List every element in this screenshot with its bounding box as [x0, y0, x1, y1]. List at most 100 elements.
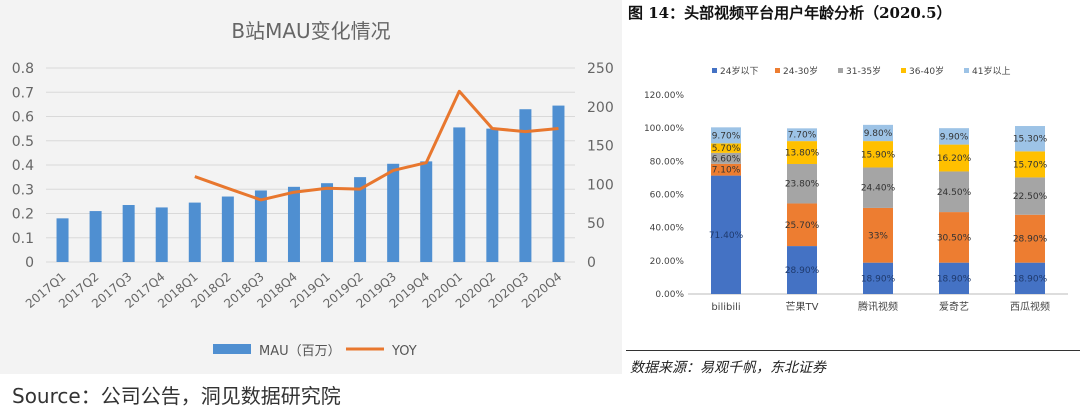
stacked-bar-segment [939, 212, 969, 263]
data-label: 5.70% [712, 144, 741, 154]
x-tick-label: 腾讯视频 [858, 300, 898, 313]
data-label: 18.90% [861, 274, 896, 284]
legend-swatch [964, 68, 969, 73]
data-label: 24.40% [861, 184, 896, 194]
stacked-bar-segment [711, 175, 741, 294]
y-right-tick-label: 50 [587, 216, 605, 232]
data-label: 7.70% [788, 131, 817, 141]
chart-title: B站MAU变化情况 [231, 19, 390, 43]
stacked-bar-segment [863, 124, 893, 142]
data-label: 15.90% [861, 150, 896, 160]
divider [626, 350, 1080, 351]
stacked-bar-segment [787, 141, 817, 164]
stacked-bar-segment [787, 246, 817, 294]
right-source-text: 数据来源：易观千帆，东北证券 [630, 360, 826, 376]
data-label: 9.80% [864, 129, 893, 139]
stacked-bar-segment [939, 262, 969, 294]
y-left-tick-label: 0.2 [12, 207, 34, 223]
mau-bar [89, 211, 102, 262]
y-left-tick-label: 0.4 [12, 158, 34, 174]
y-left-tick-label: 0.6 [12, 110, 34, 126]
legend-swatch-mau [213, 344, 251, 354]
legend-label: 41岁以上 [972, 65, 1010, 77]
stacked-bar-segment [711, 127, 741, 144]
y-tick-label: 100.00% [644, 124, 684, 134]
data-label: 9.70% [712, 131, 741, 141]
data-label: 23.80% [785, 180, 820, 190]
legend-label-yoy: YOY [391, 344, 417, 359]
mau-bar [188, 202, 201, 262]
y-tick-label: 80.00% [650, 157, 685, 167]
left-chart-panel: B站MAU变化情况 0 0.1 0.2 0.3 0.4 0.5 0.6 0.7 0.8 0 50 100… [0, 0, 622, 374]
yoy-line [194, 89, 559, 202]
stacked-bar-segment [711, 152, 741, 164]
y-left-tick-label: 0.7 [12, 85, 34, 101]
stacked-bar-segment [939, 144, 969, 172]
stacked-bar-segment [787, 128, 817, 142]
data-label: 30.50% [937, 233, 972, 243]
data-label: 25.70% [785, 221, 820, 231]
mau-chart: B站MAU变化情况 0 0.1 0.2 0.3 0.4 0.5 0.6 0.7 0.8 0 50 100… [12, 19, 614, 359]
stacked-bar-segment [1015, 214, 1045, 263]
legend-swatch [838, 68, 843, 73]
data-label: 9.90% [940, 132, 969, 142]
y-tick-label: 120.00% [644, 91, 684, 101]
legend-label: 31-35岁 [846, 65, 881, 77]
legend-swatch [775, 68, 780, 73]
legend-label: 24岁以下 [720, 65, 758, 77]
mau-bar [486, 128, 499, 262]
stacked-bar-segment [939, 128, 969, 145]
data-label: 15.30% [1013, 135, 1048, 145]
stacked-bar-segment [787, 203, 817, 247]
y-right-tick-label: 200 [587, 100, 614, 116]
data-label: 28.90% [785, 266, 820, 276]
data-label: 71.40% [709, 231, 744, 241]
stacked-bar-segment [863, 262, 893, 294]
data-label: 15.70% [1013, 160, 1048, 170]
mau-bar [56, 218, 69, 262]
left-source-text: Source：公司公告，洞见数据研究院 [12, 384, 341, 408]
data-label: 13.80% [785, 149, 820, 159]
y-tick-label: 0.00% [655, 290, 684, 300]
y-left-tick-label: 0.1 [12, 231, 34, 247]
stacked-bar-segment [1015, 177, 1045, 215]
stacked-bar-segment [1015, 262, 1045, 294]
y-right-tick-label: 100 [587, 177, 614, 193]
data-label: 24.50% [937, 188, 972, 198]
stacked-bar-segment [863, 207, 893, 263]
data-label: 28.90% [1013, 235, 1048, 245]
mau-bar [354, 177, 367, 262]
legend-swatch [901, 68, 906, 73]
legend-label-mau: MAU（百万） [259, 344, 341, 359]
x-tick-label: 爱奇艺 [939, 300, 969, 313]
mau-bar [221, 196, 234, 262]
y-left-tick-label: 0 [25, 255, 34, 271]
mau-bar [254, 190, 267, 262]
stacked-bar-segment [787, 163, 817, 204]
data-label: 18.90% [937, 274, 972, 284]
stacked-bar-segment [1015, 126, 1045, 152]
legend-swatch [712, 68, 717, 73]
stacked-bar-segment [711, 143, 741, 153]
data-label: 6.60% [712, 154, 741, 164]
y-left-tick-label: 0.3 [12, 182, 34, 198]
y-tick-label: 20.00% [650, 257, 685, 267]
mau-bar [552, 105, 565, 263]
legend-label: 36-40岁 [909, 65, 944, 77]
y-tick-label: 60.00% [650, 191, 685, 201]
stacked-bar-segment [863, 141, 893, 168]
y-tick-label: 40.00% [650, 224, 685, 234]
mau-bar [387, 163, 400, 262]
mau-bar [155, 207, 168, 262]
y-left-tick-label: 0.5 [12, 134, 34, 150]
data-label: 16.20% [937, 154, 972, 164]
data-label: 7.10% [712, 166, 741, 176]
mau-bar [321, 183, 334, 262]
data-label: 22.50% [1013, 192, 1048, 202]
mau-bar [287, 186, 300, 262]
y-right-tick-label: 250 [587, 61, 614, 77]
mau-bar [453, 127, 466, 262]
data-label: 33% [868, 231, 888, 241]
mau-bar [122, 205, 135, 262]
y-right-tick-label: 0 [587, 255, 596, 271]
